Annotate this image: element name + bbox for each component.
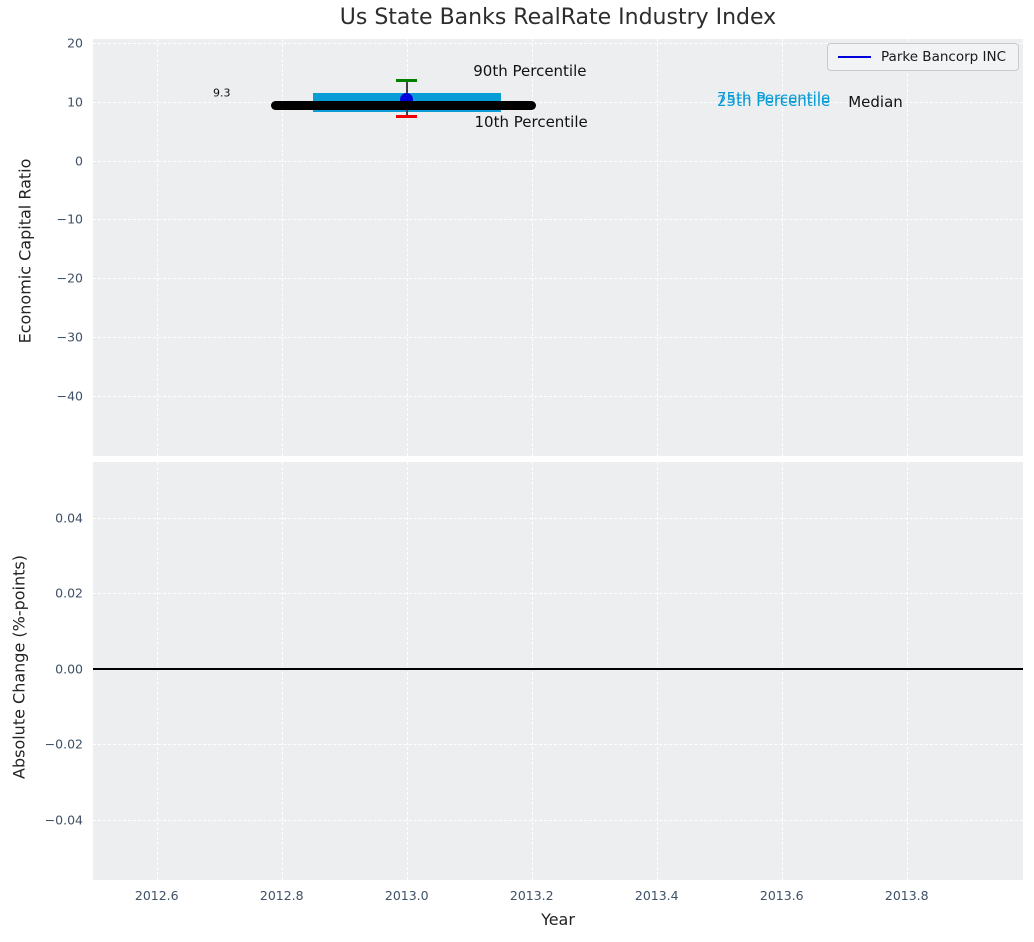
legend: Parke Bancorp INC [827, 43, 1019, 71]
top-y-axis-label: Economic Capital Ratio [15, 158, 35, 344]
x-tick-label: 2013.8 [884, 888, 929, 903]
x-tick-label: 2012.6 [134, 888, 179, 903]
x-tick-label: 2013.2 [509, 888, 554, 903]
y-tick-label: −40 [56, 388, 83, 404]
x-gridline [406, 462, 408, 880]
x-gridline [281, 462, 283, 880]
y-gridline [93, 744, 1023, 746]
median-value-label: 9.3 [213, 86, 231, 100]
x-tick-label: 2013.4 [634, 888, 679, 903]
x-gridline [531, 462, 533, 880]
x-gridline [406, 39, 408, 456]
y-tick-label: −0.04 [44, 812, 83, 828]
y-tick-label: 10 [67, 94, 83, 110]
x-gridline [531, 39, 533, 456]
bottom-plot-area: 0.04 0.02 0.00 −0.02 −0.04 2012.6 2012.8 2013.0… [45, 462, 1023, 903]
legend-line-sample [838, 55, 872, 59]
y-gridline [93, 396, 1023, 398]
zero-line [93, 668, 1023, 670]
p25-label: 25th Percentile [717, 92, 831, 111]
median-label: Median [848, 93, 903, 112]
top-plot-area: 20 10 0 −10 −20 −30 −40 9.3 90th Percentile 10th … [57, 35, 1023, 456]
y-gridline [93, 42, 1023, 44]
y-gridline [93, 278, 1023, 280]
x-gridline [656, 462, 658, 880]
x-axis-label: Year [541, 910, 575, 929]
y-gridline [93, 593, 1023, 595]
x-gridline [156, 39, 158, 456]
x-gridline [781, 462, 783, 880]
y-tick-label: −20 [56, 270, 83, 286]
p90-label: 90th Percentile [473, 61, 587, 80]
x-gridline [906, 39, 908, 456]
y-gridline [93, 101, 1023, 103]
y-tick-label: −30 [56, 329, 83, 345]
y-tick-label: 0.00 [55, 661, 83, 677]
y-gridline [93, 517, 1023, 519]
y-tick-label: 20 [67, 35, 83, 51]
y-tick-label: 0.02 [55, 585, 83, 601]
median-line [271, 101, 537, 111]
bottom-y-axis-label: Absolute Change (%-points) [9, 555, 29, 779]
x-tick-label: 2013.0 [384, 888, 429, 903]
x-gridline [906, 462, 908, 880]
y-gridline [93, 337, 1023, 339]
legend-label: Parke Bancorp INC [881, 49, 1006, 65]
y-gridline [93, 160, 1023, 162]
p10-cap [396, 115, 418, 119]
y-tick-label: −0.02 [44, 736, 83, 752]
p10-label: 10th Percentile [474, 112, 588, 131]
p75-label: 75th Percentile [717, 89, 831, 108]
y-tick-label: 0 [75, 153, 83, 168]
y-gridline [93, 819, 1023, 821]
x-gridline [281, 39, 283, 456]
y-tick-label: −10 [56, 211, 83, 227]
x-gridline [656, 39, 658, 456]
x-tick-label: 2012.8 [259, 888, 304, 903]
x-gridline [781, 39, 783, 456]
y-gridline [93, 219, 1023, 221]
x-tick-label: 2013.6 [759, 888, 804, 903]
p90-cap [396, 79, 418, 83]
y-tick-label: 0.04 [55, 510, 83, 526]
chart-title: Us State Banks RealRate Industry Index [339, 5, 777, 30]
x-gridline [156, 462, 158, 880]
